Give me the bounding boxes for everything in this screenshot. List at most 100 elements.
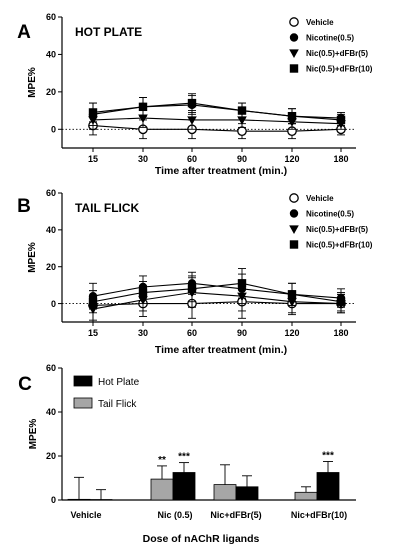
x-tick-label: 120 xyxy=(284,154,299,164)
y-tick-label: 60 xyxy=(46,363,56,373)
x-tick-label: 15 xyxy=(88,154,98,164)
series-line xyxy=(92,117,342,125)
x-axis-label: Time after treatment (min.) xyxy=(155,344,287,356)
legend-marker-filled-circle xyxy=(289,33,299,42)
bar xyxy=(150,478,174,501)
legend-label: Nic(0.5)+dFBr(10) xyxy=(306,241,373,250)
legend: Vehicle Nicotine(0.5) Nic(0.5)+dFBr(5) Nic(… xyxy=(289,193,373,250)
bar xyxy=(172,472,196,501)
x-tick-label: 15 xyxy=(88,328,98,338)
y-axis-label: MPE% xyxy=(27,67,38,98)
legend-marker-open-circle xyxy=(289,193,299,203)
data-point xyxy=(237,279,247,288)
legend-label: Nicotine(0.5) xyxy=(306,34,354,43)
legend-label: Tail Flick xyxy=(98,399,137,410)
panel-letter: A xyxy=(17,22,31,43)
x-tick-label: Nic+dFBr(10) xyxy=(291,510,347,520)
bar xyxy=(213,484,237,501)
bar xyxy=(316,472,340,501)
series-line xyxy=(92,301,341,306)
data-point xyxy=(138,288,148,297)
series-square xyxy=(88,268,346,314)
series-triangle-down xyxy=(88,108,346,130)
x-tick-label: 90 xyxy=(237,328,247,338)
x-tick-label: 30 xyxy=(138,328,148,338)
series-line xyxy=(92,282,342,303)
data-point xyxy=(88,297,98,306)
legend-marker-triangle-down xyxy=(289,49,299,58)
x-tick-label: 60 xyxy=(187,328,197,338)
x-tick-label: Vehicle xyxy=(70,510,101,520)
legend-label: Nic(0.5)+dFBr(5) xyxy=(306,49,368,58)
data-point xyxy=(187,98,197,108)
data-point xyxy=(88,108,98,117)
legend: Vehicle Nicotine(0.5) Nic(0.5)+dFBr(5) Nic(… xyxy=(289,17,373,74)
x-axis-label: Time after treatment (min.) xyxy=(155,165,287,177)
legend-marker-square xyxy=(289,240,299,249)
x-tick-label: 120 xyxy=(284,328,299,338)
y-tick-label: 20 xyxy=(46,451,56,461)
y-tick-label: 20 xyxy=(46,87,56,97)
legend-label: Vehicle xyxy=(306,194,334,203)
legend-swatch xyxy=(73,397,93,409)
data-point xyxy=(187,284,197,294)
x-tick-label: Nic+dFBr(5) xyxy=(210,510,261,520)
legend-marker-square xyxy=(289,64,299,73)
x-tick-label: 180 xyxy=(333,154,348,164)
bar xyxy=(294,491,318,501)
y-tick-label: 40 xyxy=(46,407,56,417)
chart-title: TAIL FLICK xyxy=(75,201,140,215)
legend-marker-triangle-down xyxy=(289,225,299,234)
data-point xyxy=(336,115,346,125)
legend-label: Nic(0.5)+dFBr(10) xyxy=(306,65,373,74)
data-point xyxy=(187,116,197,125)
panel-letter: B xyxy=(17,196,31,217)
x-tick-label: 60 xyxy=(187,154,197,164)
chart-panel-B: B TAIL FLICK 0 20 40 60 MPE% 15 30 60 90 120 180 Time… xyxy=(17,188,373,356)
y-tick-label: 40 xyxy=(46,225,56,235)
data-point xyxy=(237,106,247,115)
data-point xyxy=(138,102,148,112)
panel-letter: C xyxy=(18,374,32,395)
data-point xyxy=(287,111,297,121)
significance-mark: ** xyxy=(158,455,166,466)
series-triangle-down xyxy=(88,277,346,323)
y-axis-label: MPE% xyxy=(27,242,38,273)
y-tick-label: 0 xyxy=(51,299,56,309)
legend-label: Nicotine(0.5) xyxy=(306,210,354,219)
y-tick-label: 40 xyxy=(46,50,56,60)
chart-title: HOT PLATE xyxy=(75,25,142,39)
y-axis-label: MPE% xyxy=(28,419,39,450)
x-tick-label: 90 xyxy=(237,154,247,164)
legend-label: Nic(0.5)+dFBr(5) xyxy=(306,225,368,234)
y-tick-label: 0 xyxy=(51,495,56,505)
significance-mark: *** xyxy=(178,452,190,463)
bar xyxy=(235,486,259,501)
legend-label: Hot Plate xyxy=(98,377,140,388)
series-line xyxy=(92,124,342,132)
series-square xyxy=(88,93,346,126)
x-tick-label: Nic (0.5) xyxy=(157,510,192,520)
y-tick-label: 60 xyxy=(46,12,56,22)
y-tick-label: 20 xyxy=(46,262,56,272)
y-tick-label: 60 xyxy=(46,188,56,198)
x-tick-label: 30 xyxy=(138,154,148,164)
legend-swatch xyxy=(73,375,93,387)
series-line xyxy=(92,291,342,310)
data-point xyxy=(237,126,247,137)
legend-marker-filled-circle xyxy=(289,209,299,218)
legend-label: Vehicle xyxy=(306,18,334,27)
x-axis-label: Dose of nAChR ligands xyxy=(143,533,260,545)
bar xyxy=(67,498,91,501)
chart-panel-A: A HOT PLATE 0 20 40 60 MPE% 15 30 60 90 120 180 Time … xyxy=(17,12,373,177)
y-tick-label: 0 xyxy=(51,124,56,134)
x-tick-label: 180 xyxy=(333,328,348,338)
legend-marker-open-circle xyxy=(289,17,299,27)
data-point xyxy=(336,297,346,306)
series-filled-circle xyxy=(88,95,346,126)
data-point xyxy=(287,290,297,299)
legend: Hot Plate Tail Flick xyxy=(73,375,140,410)
series-line xyxy=(92,102,342,121)
